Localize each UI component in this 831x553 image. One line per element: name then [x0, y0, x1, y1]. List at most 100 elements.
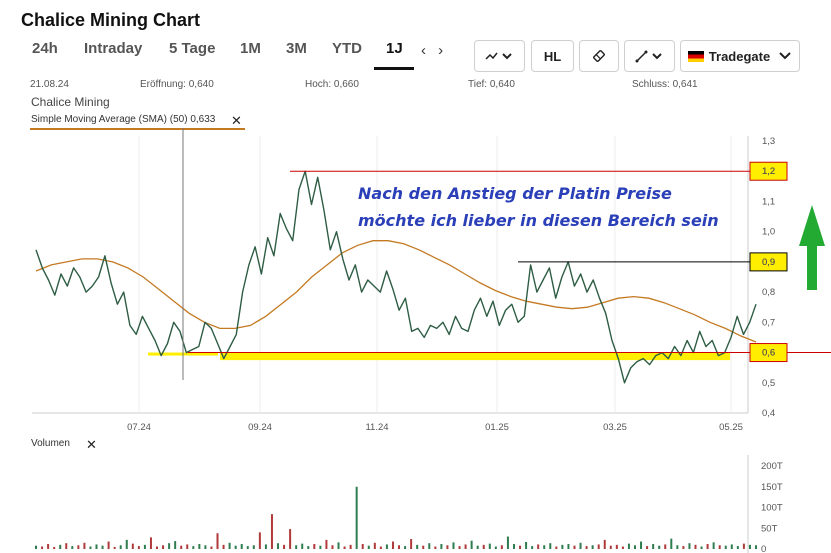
volume-bar	[452, 542, 455, 549]
volume-bar	[525, 541, 528, 549]
tab-1j[interactable]: 1J	[386, 40, 403, 57]
volume-bar	[482, 544, 485, 549]
volume-bar	[246, 546, 249, 549]
volume-bar	[440, 544, 443, 549]
x-tick-label: 07.24	[127, 422, 151, 433]
annotation-text-line2: möchte ich lieber in diesen Bereich sein	[358, 211, 719, 230]
volume-bar	[295, 545, 298, 549]
x-tick-label: 11.24	[365, 422, 388, 433]
volume-bar	[137, 546, 140, 549]
indicator-underline	[30, 128, 245, 130]
x-tick-label: 03.25	[603, 422, 627, 433]
tab-5-tage[interactable]: 5 Tage	[169, 40, 216, 57]
volume-bar	[549, 543, 552, 549]
eraser-button[interactable]	[579, 40, 619, 72]
volume-bar	[149, 537, 152, 549]
volume-bar	[506, 536, 509, 549]
volume-bar	[500, 545, 503, 549]
volume-tick-label: 200T	[761, 461, 783, 472]
volume-bar	[156, 546, 159, 549]
volume-bar	[53, 546, 56, 549]
level-label-box	[749, 343, 788, 363]
draw-tools-button[interactable]	[624, 40, 675, 72]
level-label: 0,6	[762, 348, 775, 359]
volume-bar	[289, 529, 292, 549]
volume-bars	[35, 455, 757, 553]
volume-bar	[131, 543, 134, 549]
volume-bar	[283, 544, 286, 549]
volume-bar	[627, 543, 630, 549]
period-nav-arrows[interactable]: ‹ ›	[421, 42, 448, 59]
volume-bar	[119, 545, 122, 549]
x-tick-label: 09.24	[248, 422, 272, 433]
volume-bar	[512, 544, 515, 549]
annotation-levels: 1,2 0,9 0,6	[188, 161, 831, 363]
volume-bar	[476, 545, 479, 549]
volume-bar	[385, 544, 388, 549]
volume-bar	[222, 544, 225, 549]
annotation-text-line1: Nach den Anstieg der Platin Preise	[358, 184, 672, 203]
volume-bar	[664, 544, 667, 549]
indicator-label: Simple Moving Average (SMA) (50) 0,633	[31, 114, 216, 125]
volume-bar	[101, 545, 104, 549]
volume-bar	[379, 546, 382, 549]
volume-bar	[113, 546, 116, 549]
volume-bar	[579, 542, 582, 549]
chart-type-button[interactable]	[474, 40, 525, 72]
volume-bar	[59, 544, 62, 549]
hl-button[interactable]: HL	[531, 40, 574, 72]
volume-bar	[416, 544, 419, 549]
x-tick-label: 01.25	[485, 422, 509, 433]
volume-bar	[531, 546, 534, 549]
volume-bar	[47, 544, 50, 549]
quote-date: 21.08.24	[30, 79, 69, 90]
volume-tick-label: 50T	[761, 523, 778, 534]
volume-bar	[277, 543, 280, 549]
volume-bar	[694, 544, 697, 549]
volume-bar	[422, 545, 425, 549]
volume-bar	[428, 543, 431, 549]
volume-bar	[65, 543, 68, 549]
tab-ytd[interactable]: YTD	[332, 40, 362, 57]
green-up-arrow-icon	[799, 205, 825, 290]
price-axis: 1,3 1,2 1,1 1,0 0,9 0,8 0,7 0,6 0,5 0,4	[762, 136, 775, 419]
volume-bar	[712, 542, 715, 549]
y-tick-label: 0,6	[762, 348, 775, 359]
instrument-name: Chalice Mining	[31, 95, 110, 109]
sma-line	[35, 240, 757, 343]
level-label: 0,9	[762, 257, 775, 268]
tab-intraday[interactable]: Intraday	[84, 40, 143, 57]
y-tick-label: 0,7	[762, 317, 775, 328]
german-flag-icon	[687, 50, 704, 62]
line-chart-icon	[484, 52, 512, 60]
indicator-close-icon[interactable]: ✕	[231, 113, 242, 128]
volume-bar	[95, 544, 98, 549]
active-tab-indicator	[374, 67, 414, 70]
volume-bar	[143, 544, 146, 549]
volume-bar	[682, 546, 685, 549]
volume-bar	[240, 544, 243, 549]
volume-bar	[343, 546, 346, 549]
volume-bar	[180, 545, 183, 549]
volume-bar	[458, 546, 461, 549]
volume-bar	[41, 546, 44, 549]
tab-24h[interactable]: 24h	[32, 40, 58, 57]
tab-3m[interactable]: 3M	[286, 40, 307, 57]
quote-low: Tief: 0,640	[468, 79, 515, 90]
y-tick-label: 1,1	[762, 196, 775, 207]
volume-bar	[216, 533, 219, 549]
volume-bar	[373, 542, 376, 549]
volume-bar	[688, 543, 691, 549]
y-tick-label: 1,3	[762, 136, 775, 147]
volume-bar	[700, 546, 703, 549]
volume-bar	[621, 546, 624, 549]
chart-grid	[32, 136, 749, 414]
quote-high: Hoch: 0,660	[305, 79, 359, 90]
y-tick-label: 1,0	[762, 227, 775, 238]
volume-bar	[615, 544, 618, 549]
volume-bar	[658, 545, 661, 549]
volume-close-icon[interactable]: ✕	[86, 437, 97, 452]
exchange-select[interactable]: Tradegate	[680, 40, 800, 72]
tab-1m[interactable]: 1M	[240, 40, 261, 57]
